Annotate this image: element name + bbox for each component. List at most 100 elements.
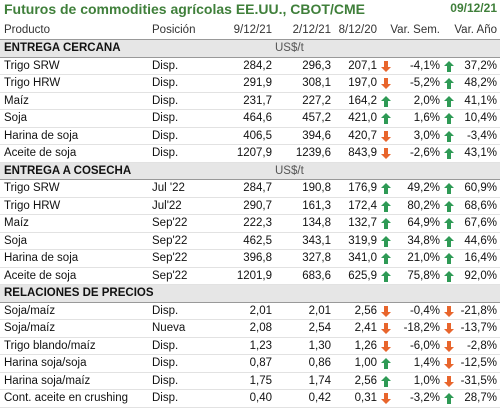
cell: Trigo blando/maíz: [4, 339, 96, 352]
arrow-up: [381, 218, 391, 229]
cell: 291,9: [243, 77, 272, 89]
cell: 343,1: [302, 234, 331, 247]
cell: 2,41: [354, 322, 377, 334]
table-row: Soja/maíz Disp. 2,01 2,01 2,56 -0,4% -21,8%: [0, 303, 500, 320]
cell: 0,40: [249, 392, 272, 404]
cell: Jul'22: [152, 199, 182, 212]
cell: 2,0%: [413, 94, 440, 107]
arrow-down: [444, 375, 454, 387]
arrow-down: [444, 305, 454, 317]
cell: 1239,6: [295, 147, 331, 159]
cell: 197,0: [348, 77, 377, 89]
cell: 3,0%: [413, 129, 440, 142]
column-header: 8/12/20: [338, 24, 377, 36]
cell: Soja: [4, 112, 28, 124]
cell: Sep'22: [152, 234, 188, 247]
cell: Disp.: [152, 339, 179, 352]
cell: 683,6: [302, 269, 331, 282]
table-row: Trigo HRW Disp. 291,9 308,1 197,0 -5,2% 48,2%: [0, 75, 500, 93]
cell: 41,1%: [464, 94, 497, 107]
cell: 16,4%: [464, 252, 497, 264]
table-row: Soja Sep'22 462,5 343,1 319,9 34,8% 44,6%: [0, 233, 500, 250]
cell: Disp.: [152, 129, 179, 142]
table-row: Maíz Sep'22 222,3 134,8 132,7 64,9% 67,6%: [0, 215, 500, 233]
cell: 1,6%: [413, 112, 440, 124]
cell: 1,75: [249, 374, 272, 387]
cell: 464,6: [243, 112, 272, 124]
column-header-row: Producto Posición 9/12/21 2/12/21 8/12/20 Var…: [0, 20, 500, 40]
cell: -2,6%: [409, 147, 440, 159]
cell: Disp.: [152, 147, 179, 159]
arrow-up: [444, 200, 454, 212]
cell: 1,26: [354, 339, 377, 352]
cell: Trigo HRW: [4, 199, 61, 212]
cell: 21,0%: [407, 252, 440, 264]
cell: 1,74: [308, 374, 331, 387]
cell: -2,8%: [466, 339, 497, 352]
cell: 843,9: [348, 147, 377, 159]
column-header: Producto: [4, 24, 51, 36]
arrow-up: [381, 95, 391, 107]
cell: 462,5: [243, 234, 272, 247]
title-row: Futuros de commodities agrícolas EE.UU.,…: [0, 0, 500, 20]
cell: 207,1: [348, 59, 377, 72]
cell: Harina de soja: [4, 129, 79, 142]
column-header: 9/12/21: [233, 24, 272, 36]
arrow-down: [444, 323, 454, 334]
cell: Trigo HRW: [4, 77, 61, 89]
cell: Soja/maíz: [4, 304, 56, 317]
cell: Aceite de soja: [4, 269, 77, 282]
arrow-up: [444, 95, 454, 107]
cell: Disp.: [152, 392, 179, 404]
section-title: ENTREGA A COSECHA: [4, 164, 132, 177]
cell: Disp.: [152, 304, 179, 317]
cell: 406,5: [243, 129, 272, 142]
arrow-down: [381, 305, 391, 317]
cell: 341,0: [348, 252, 377, 264]
cell: -18,2%: [403, 322, 440, 334]
arrow-up: [444, 113, 454, 124]
cell: 1,4%: [413, 357, 440, 369]
cell: 0,42: [308, 392, 331, 404]
arrow-up: [381, 235, 391, 247]
cell: 37,2%: [464, 59, 497, 72]
cell: -13,7%: [460, 322, 497, 334]
cell: 10,4%: [464, 112, 497, 124]
cell: 227,2: [302, 94, 331, 107]
table-row: Aceite de soja Sep'22 1201,9 683,6 625,9 75,8…: [0, 268, 500, 285]
arrow-up: [444, 253, 454, 264]
cell: 1,30: [308, 339, 331, 352]
cell: 34,8%: [407, 234, 440, 247]
table-row: Soja Disp. 464,6 457,2 421,0 1,6% 10,4%: [0, 110, 500, 128]
section-unit: US$/t: [275, 42, 304, 54]
column-header: Var. Sem.: [390, 24, 440, 36]
cell: 2,56: [354, 304, 377, 317]
cell: 176,9: [348, 182, 377, 194]
table-row: Trigo SRW Disp. 284,2 296,3 207,1 -4,1% 37,2%: [0, 58, 500, 75]
arrow-down: [381, 148, 391, 159]
arrow-down: [381, 130, 391, 142]
cell: 49,2%: [407, 182, 440, 194]
section-unit: US$/t: [275, 164, 304, 177]
cell: 67,6%: [464, 217, 497, 229]
cell: 319,9: [348, 234, 377, 247]
cell: 190,8: [302, 182, 331, 194]
cell: -0,4%: [409, 304, 440, 317]
table-row: Trigo blando/maíz Disp. 1,23 1,30 1,26 -6,0% -…: [0, 338, 500, 355]
cell: Maíz: [4, 217, 29, 229]
arrow-up: [381, 113, 391, 124]
arrow-up: [444, 393, 454, 404]
date: 09/12/21: [450, 1, 497, 15]
cell: 308,1: [302, 77, 331, 89]
cell: 396,8: [243, 252, 272, 264]
title: Futuros de commodities agrícolas EE.UU.,…: [4, 1, 365, 17]
arrow-up: [381, 270, 391, 282]
cell: -3,4%: [466, 129, 497, 142]
cell: 1207,9: [236, 147, 272, 159]
arrow-up: [444, 218, 454, 229]
section-header: ENTREGA A COSECHA US$/t: [0, 162, 500, 180]
cell: 457,2: [302, 112, 331, 124]
arrow-up: [381, 253, 391, 264]
arrow-down: [381, 60, 391, 72]
